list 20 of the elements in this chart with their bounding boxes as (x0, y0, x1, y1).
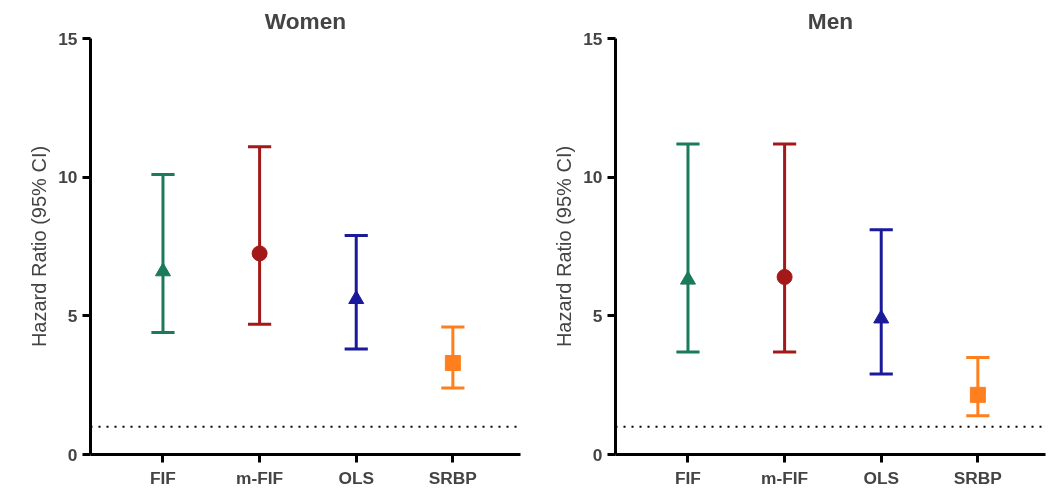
y-tick-label: 10 (58, 167, 78, 188)
y-tick-label: 10 (583, 167, 603, 188)
chart-title: Women (264, 7, 347, 34)
y-tick-label: 5 (592, 305, 603, 326)
x-tick-label: SRBP (428, 467, 477, 488)
y-axis-title: Hazard Ratio (95% CI) (553, 145, 576, 348)
chart-title: Men (807, 7, 854, 34)
x-tick-label: OLS (338, 467, 375, 488)
x-tick-label: SRBP (953, 467, 1002, 488)
x-tick-label: m-FIF (761, 467, 809, 488)
x-tick-label: FIF (149, 467, 176, 488)
x-tick-label: FIF (674, 467, 701, 488)
y-tick-label: 5 (67, 305, 78, 326)
y-tick-label: 0 (67, 444, 78, 465)
y-tick-label: 15 (583, 28, 603, 49)
y-tick-label: 15 (58, 28, 78, 49)
y-axis-title: Hazard Ratio (95% CI) (28, 145, 51, 348)
y-tick-label: 0 (592, 444, 603, 465)
x-tick-label: m-FIF (236, 467, 284, 488)
x-tick-label: OLS (863, 467, 900, 488)
